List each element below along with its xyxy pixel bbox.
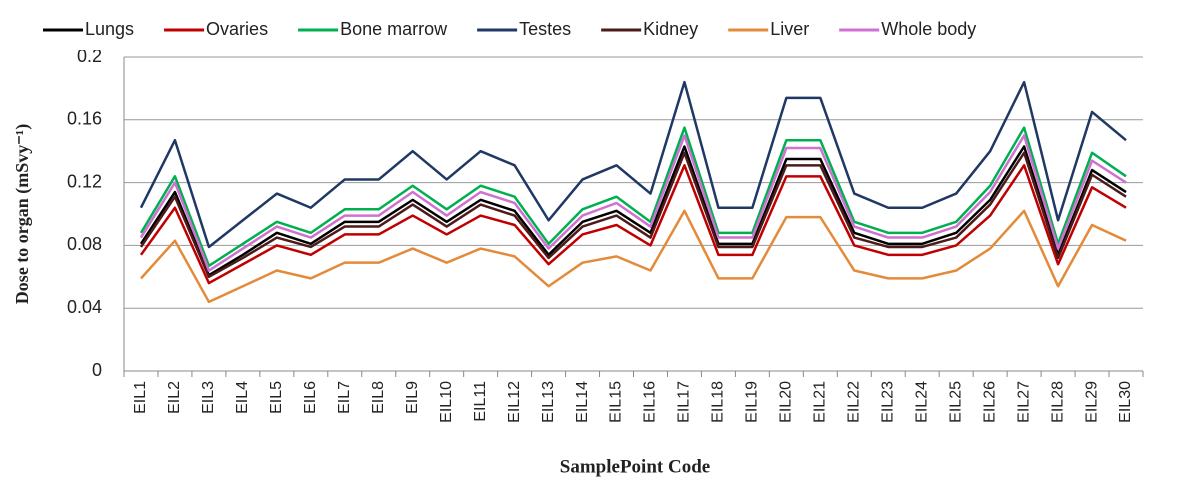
y-axis-title: Dose to organ (mSvy⁻¹)	[12, 124, 33, 304]
x-tick-label: EIL24	[913, 381, 930, 423]
x-axis-title: SamplePoint Code	[560, 456, 710, 477]
x-tick-label: EIL29	[1083, 381, 1100, 423]
x-tick-label: EIL26	[981, 381, 998, 423]
legend-label: Whole body	[881, 19, 976, 39]
x-tick-label: EIL28	[1049, 381, 1066, 423]
legend-label: Kidney	[643, 19, 698, 39]
legend-label: Ovaries	[206, 19, 268, 39]
series-line	[139, 126, 1127, 268]
series-line	[139, 164, 1127, 285]
series-line	[139, 80, 1127, 249]
legend-label: Liver	[770, 19, 809, 39]
x-tick-label: EIL1	[132, 381, 149, 414]
x-tick-label: EIL23	[879, 381, 896, 423]
series-line	[139, 151, 1127, 279]
y-tick-label: 0.16	[67, 109, 102, 129]
x-tick-label: EIL12	[506, 381, 523, 423]
legend-label: Lungs	[85, 19, 134, 39]
x-tick-label: EIL4	[234, 381, 251, 414]
series-line	[139, 134, 1127, 272]
x-tick-label: EIL14	[574, 381, 591, 423]
x-tick-label: EIL7	[336, 381, 353, 414]
x-tick-label: EIL13	[540, 381, 557, 423]
x-tick-label: EIL27	[1015, 381, 1032, 423]
x-tick-label: EIL10	[438, 381, 455, 423]
legend: Lungs Ovaries Bone marrow Testes Kidney Liver…	[38, 12, 1201, 50]
x-tick-label: EIL3	[200, 381, 217, 414]
x-tick-label: EIL19	[744, 381, 761, 423]
y-tick-label: 0.2	[77, 46, 102, 66]
series-line	[139, 145, 1127, 277]
x-tick-label: EIL30	[1117, 381, 1134, 423]
x-tick-label: EIL17	[676, 381, 693, 423]
legend-label: Bone marrow	[340, 19, 448, 39]
x-tick-label: EIL25	[947, 381, 964, 423]
x-tick-label: EIL9	[404, 381, 421, 414]
legend-label: Testes	[519, 19, 571, 39]
y-tick-label: 0.08	[67, 234, 102, 254]
x-tick-label: EIL20	[778, 381, 795, 423]
x-tick-label: EIL11	[472, 381, 489, 422]
series-line	[140, 209, 1127, 304]
y-tick-label: 0	[92, 360, 102, 380]
x-tick-label: EIL18	[710, 381, 727, 423]
y-tick-label: 0.04	[67, 297, 102, 317]
x-tick-label: EIL6	[302, 381, 319, 414]
y-tick-label: 0.12	[67, 171, 102, 191]
x-tick-label: EIL15	[608, 381, 625, 423]
x-tick-label: EIL5	[268, 381, 285, 414]
x-tick-label: EIL16	[642, 381, 659, 423]
x-tick-label: EIL22	[846, 381, 863, 423]
x-tick-label: EIL21	[812, 381, 829, 423]
x-tick-label: EIL8	[370, 381, 387, 414]
x-tick-label: EIL2	[166, 381, 183, 414]
